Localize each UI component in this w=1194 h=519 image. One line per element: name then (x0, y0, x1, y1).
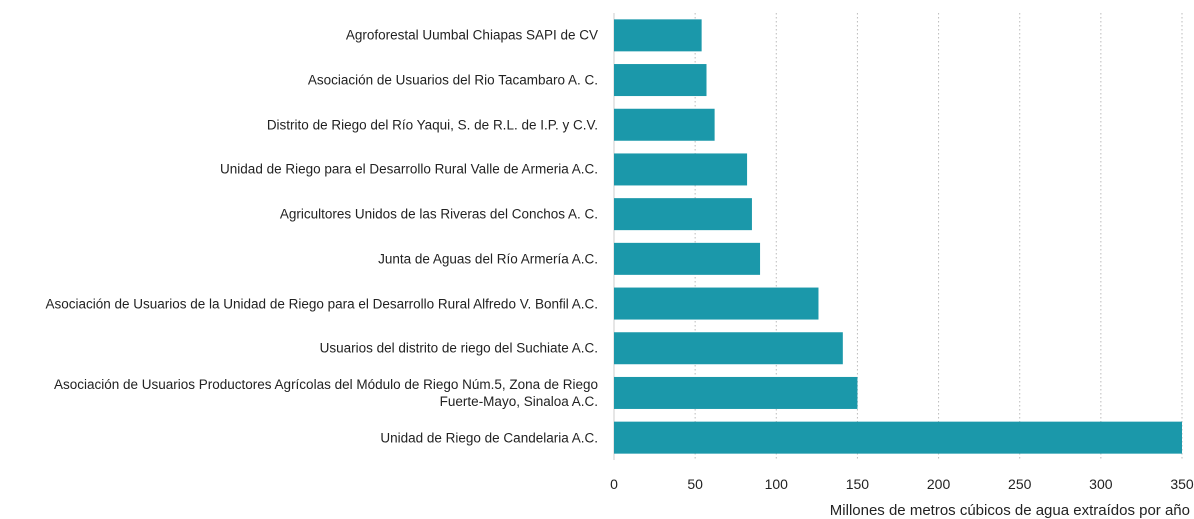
y-tick-label: Junta de Aguas del Río Armería A.C. (378, 251, 598, 267)
x-axis-label: Millones de metros cúbicos de agua extra… (830, 502, 1190, 519)
bar (614, 421, 1182, 454)
x-tick-label: 200 (927, 476, 951, 492)
x-tick-label: 250 (1008, 476, 1032, 492)
y-tick-label: Agricultores Unidos de las Riveras del C… (279, 206, 598, 222)
x-tick-label: 150 (846, 476, 870, 492)
y-tick-label: Unidad de Riego de Candelaria A.C. (380, 430, 598, 446)
y-tick-label: Usuarios del distrito de riego del Suchi… (319, 340, 598, 356)
bar (614, 153, 748, 186)
y-tick-label: Asociación de Usuarios Productores Agríc… (53, 376, 598, 409)
bar (614, 287, 819, 320)
x-tick-label: 0 (610, 476, 618, 492)
x-tick-label: 300 (1089, 476, 1113, 492)
y-tick-label: Distrito de Riego del Río Yaqui, S. de R… (266, 117, 598, 133)
bar (614, 108, 715, 141)
y-tick-label: Asociación de Usuarios de la Unidad de R… (45, 296, 598, 312)
bar (614, 198, 752, 231)
bar (614, 242, 761, 275)
y-tick-label: Agroforestal Uumbal Chiapas SAPI de CV (345, 27, 598, 43)
x-tick-label: 350 (1170, 476, 1194, 492)
y-tick-label: Unidad de Riego para el Desarrollo Rural… (220, 161, 598, 177)
x-tick-label: 100 (765, 476, 789, 492)
bar (614, 332, 843, 365)
bar (614, 19, 702, 52)
x-tick-label: 50 (687, 476, 703, 492)
y-tick-label: Asociación de Usuarios del Rio Tacambaro… (307, 72, 598, 88)
bar (614, 376, 858, 409)
bar (614, 64, 707, 97)
